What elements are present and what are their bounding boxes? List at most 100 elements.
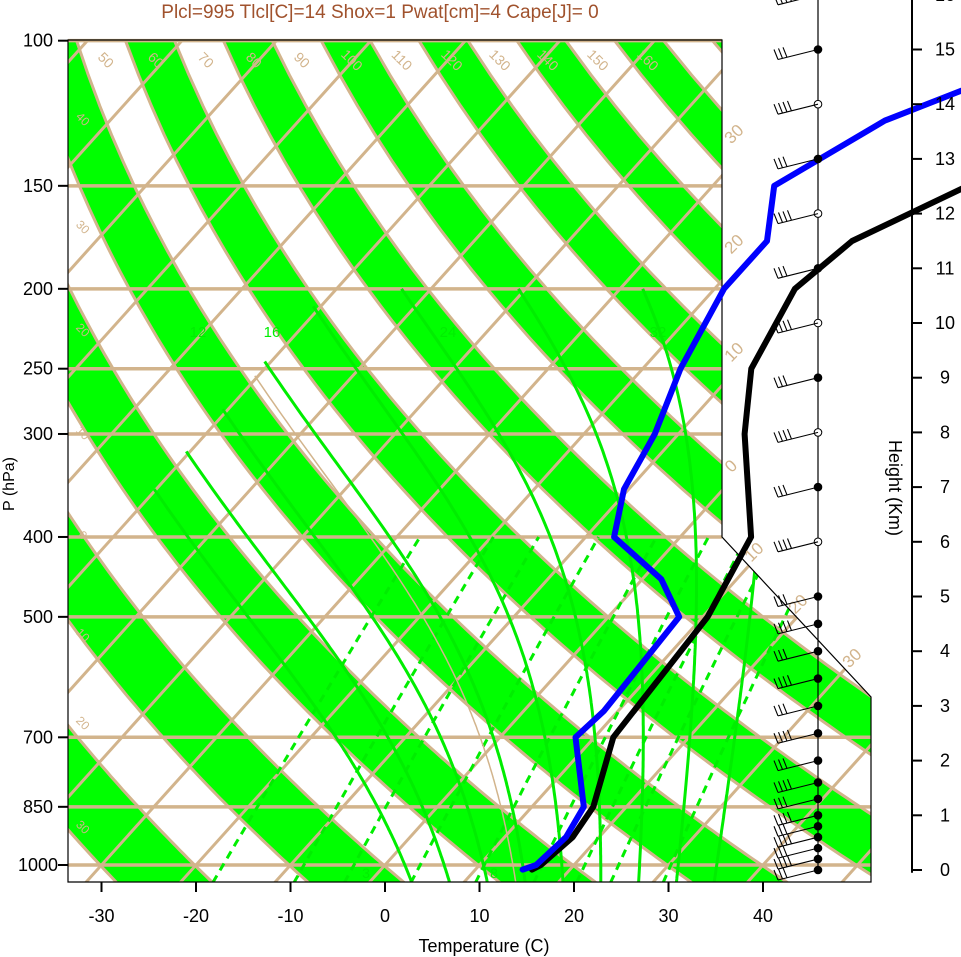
wind-barb-feather (782, 47, 788, 58)
wind-barb-staff (777, 858, 819, 870)
wind-barbs (773, 0, 823, 881)
p-tick-label: 500 (23, 607, 53, 627)
wind-barb-feather (773, 733, 779, 744)
wind-barb-feather (786, 811, 793, 823)
wind-barb-staff (777, 781, 819, 794)
mixing-ratio-line (409, 536, 600, 882)
wind-barb-feather (773, 322, 779, 334)
wind-barb-feather (786, 210, 793, 221)
wind-barb-feather (782, 539, 788, 550)
wind-barb-feather (782, 812, 788, 824)
dry-adiabat-line (396, 40, 871, 882)
wind-barb-feather (773, 650, 779, 662)
mixing-ratio-line (532, 536, 710, 882)
wind-barb-feather (782, 375, 788, 386)
height-tick-label: 3 (940, 696, 950, 716)
p-tick-label: 700 (23, 727, 53, 747)
wind-barb-feather (777, 781, 784, 792)
dry-adiabat-label: 90 (291, 49, 313, 71)
height-tick-label: 11 (936, 258, 955, 278)
mixing-ratio-line (661, 536, 825, 882)
height-tick-label: 5 (940, 587, 950, 607)
wind-barb-staff (777, 836, 819, 848)
wind-barb-feather (777, 649, 784, 661)
p-tick-label: 100 (23, 31, 53, 51)
wind-barb-feather (777, 540, 784, 551)
wind-barb-staff (777, 322, 819, 334)
wind-barb-feather (777, 759, 784, 770)
dry-adiabat-line (68, 40, 789, 882)
wind-barb-feather (773, 268, 779, 279)
wind-barb-feather (786, 319, 793, 330)
wind-barb-staff (777, 158, 819, 170)
isotherm-line (68, 40, 690, 882)
height-tick-label: 8 (940, 422, 950, 442)
wind-barb-feather (782, 429, 788, 441)
wind-barb-feather (777, 868, 784, 880)
wind-barb-staff (777, 705, 819, 717)
wind-barb-feather (782, 211, 788, 222)
wind-barb-feather (777, 212, 784, 223)
wind-barb-staff (777, 825, 819, 837)
wind-barb-staff (777, 431, 819, 443)
wind-barb-staff (777, 541, 819, 553)
wind-barb-feather (777, 857, 784, 869)
mixing-ratio-line (292, 536, 495, 882)
wind-barb-feather (782, 780, 788, 791)
isotherm-edge-label: 20 (721, 231, 748, 258)
wind-barb-feather (773, 103, 779, 115)
dry-adiabat-line (68, 40, 310, 882)
wind-barb-staff (777, 732, 819, 744)
wind-barb-staff (777, 377, 819, 389)
p-tick-label: 300 (23, 424, 53, 444)
wind-barb-feather (777, 485, 784, 497)
wind-barb-feather (773, 49, 779, 60)
wind-barb-feather (773, 847, 779, 859)
wind-barb-staff (777, 486, 819, 498)
x-tick-label: 20 (564, 906, 584, 926)
wind-barb-feather (786, 778, 793, 790)
wind-barb-feather (782, 856, 788, 868)
isotherm-line (68, 40, 217, 882)
wind-barb-staff (777, 678, 819, 690)
wind-barb-feather (773, 826, 779, 837)
wind-barb-feather (780, 0, 784, 4)
wind-barb-staff (777, 760, 819, 772)
wind-barb-feather (782, 845, 788, 857)
temperature-profile (529, 185, 961, 873)
plot-frame (67, 39, 872, 883)
p-tick-label: 400 (23, 527, 53, 547)
wind-barb-feather (773, 836, 779, 848)
dry-adiabat-line (68, 40, 406, 882)
moist-adiabat-label: 24 (440, 324, 457, 341)
wind-barb-staff (777, 650, 819, 662)
wind-barb-staff (777, 798, 819, 810)
wind-barb-feather (782, 156, 788, 167)
left-edge-label: 30 (73, 217, 93, 237)
mixing-ratio-line (343, 536, 540, 882)
wind-barb-feather (782, 484, 788, 496)
wind-barb-feather (782, 703, 788, 714)
mixing-ratio-line (211, 536, 422, 882)
wind-barb-feather (777, 102, 784, 114)
wind-barb-feather (785, 0, 788, 3)
wind-barb-feather (782, 867, 788, 879)
height-tick-label: 1 (940, 805, 950, 825)
dry-adiabat-line (68, 40, 214, 882)
wind-barb-feather (777, 677, 784, 688)
dry-adiabat-label: 130 (486, 46, 514, 74)
mixing-ratio-label: 3 (362, 865, 370, 881)
height-tick-label: 16 (935, 0, 955, 5)
p-tick-label: 150 (23, 176, 53, 196)
x-tick-label: -10 (277, 906, 303, 926)
wind-barb-feather (782, 594, 788, 605)
moist-adiabat-line (641, 288, 698, 882)
chart-title: Plcl=995 Tlcl[C]=14 Shox=1 Pwat[cm]=4 Ca… (161, 2, 598, 23)
wind-barb-feather (773, 798, 779, 810)
wind-barb-staff (777, 623, 819, 635)
wind-barb-staff (777, 869, 819, 881)
p-tick-label: 850 (23, 797, 53, 817)
wind-barb-feather (773, 705, 779, 717)
